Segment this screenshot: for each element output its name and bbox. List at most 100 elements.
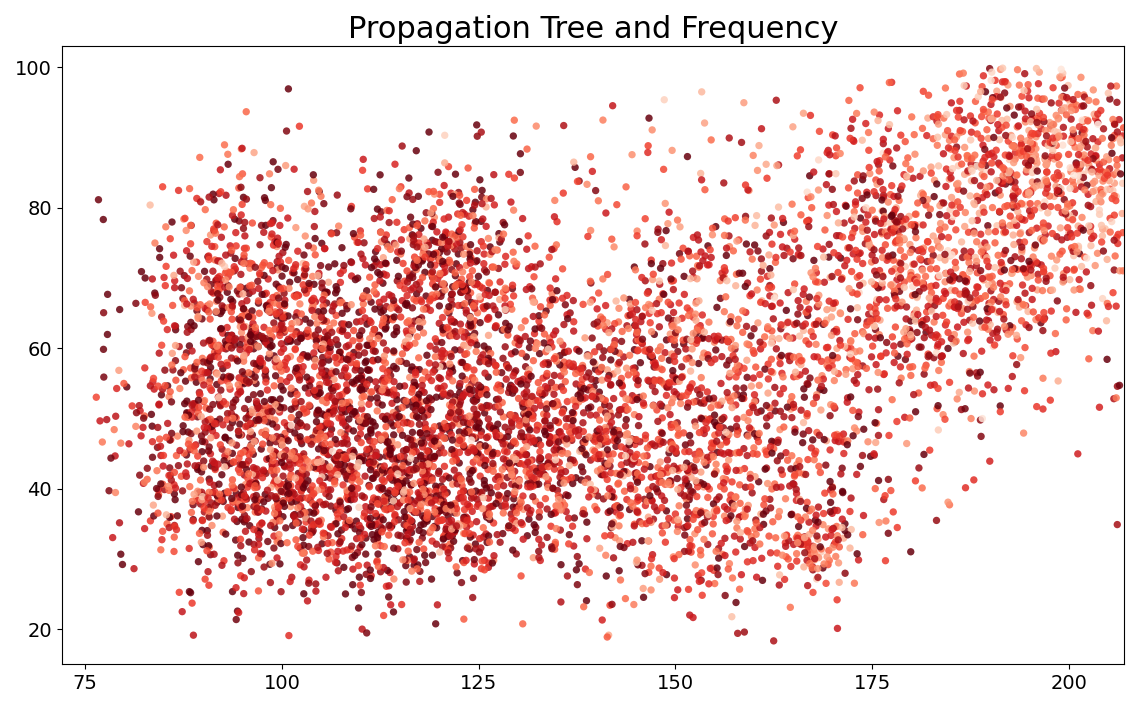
Point xyxy=(361,435,379,446)
Point xyxy=(502,421,521,433)
Point xyxy=(352,587,370,598)
Point xyxy=(249,358,268,370)
Point xyxy=(277,324,295,336)
Point xyxy=(984,132,1002,143)
Point xyxy=(621,294,639,305)
Point xyxy=(411,459,429,471)
Point xyxy=(688,396,706,407)
Point xyxy=(398,525,416,537)
Point xyxy=(1092,219,1111,231)
Point xyxy=(777,541,795,552)
Point xyxy=(558,448,576,459)
Point xyxy=(246,435,264,447)
Point xyxy=(367,450,385,462)
Point xyxy=(601,467,620,479)
Point xyxy=(644,549,662,560)
Point xyxy=(256,365,274,377)
Point xyxy=(1113,152,1131,164)
Point xyxy=(714,477,732,489)
Point xyxy=(995,76,1014,88)
Point xyxy=(481,241,499,253)
Point xyxy=(1024,139,1042,150)
Point xyxy=(787,495,805,506)
Point xyxy=(954,114,973,125)
Point xyxy=(810,430,828,441)
Point xyxy=(484,423,502,434)
Point xyxy=(337,372,355,383)
Point xyxy=(804,331,822,342)
Point xyxy=(805,255,823,266)
Point xyxy=(681,382,699,394)
Point xyxy=(673,390,691,401)
Point xyxy=(215,488,233,499)
Point xyxy=(192,313,211,324)
Point xyxy=(416,493,434,505)
Point xyxy=(261,559,279,570)
Point xyxy=(913,188,932,199)
Point xyxy=(592,375,611,386)
Point xyxy=(1077,180,1096,191)
Point xyxy=(377,270,395,281)
Point xyxy=(470,547,489,558)
Point xyxy=(777,530,795,542)
Point xyxy=(360,365,378,376)
Point xyxy=(215,302,233,314)
Point xyxy=(112,438,130,449)
Point xyxy=(1050,185,1068,197)
Point xyxy=(421,341,440,352)
Point xyxy=(1063,232,1081,243)
Point xyxy=(434,474,452,485)
Point xyxy=(428,482,446,493)
Point xyxy=(431,253,449,265)
Point xyxy=(335,319,353,330)
Point xyxy=(779,350,797,362)
Point xyxy=(790,302,809,313)
Point xyxy=(506,115,524,126)
Point xyxy=(557,421,575,432)
Point xyxy=(314,531,333,542)
Point xyxy=(1058,264,1076,275)
Point xyxy=(883,227,901,239)
Point xyxy=(267,361,285,372)
Point xyxy=(560,426,579,438)
Point xyxy=(721,316,739,327)
Point xyxy=(231,501,249,513)
Point xyxy=(244,407,262,418)
Point xyxy=(310,185,328,196)
Point xyxy=(621,298,639,309)
Point xyxy=(874,252,892,263)
Point xyxy=(314,395,333,406)
Point xyxy=(232,375,251,386)
Point xyxy=(808,427,826,438)
Point xyxy=(178,298,196,309)
Point xyxy=(1068,448,1087,459)
Point xyxy=(736,503,754,515)
Point xyxy=(380,485,399,496)
Point xyxy=(695,348,713,359)
Point xyxy=(442,542,460,554)
Point xyxy=(1093,293,1112,304)
Point xyxy=(896,136,915,147)
Point xyxy=(246,372,264,383)
Point xyxy=(185,256,203,268)
Point xyxy=(461,487,480,498)
Point xyxy=(220,371,238,382)
Point xyxy=(192,430,211,442)
Point xyxy=(502,513,521,525)
Point xyxy=(761,290,779,302)
Point xyxy=(1081,163,1099,174)
Point xyxy=(450,493,468,504)
Point xyxy=(703,528,721,539)
Point xyxy=(525,435,543,447)
Point xyxy=(281,336,300,347)
Point xyxy=(642,254,661,266)
Point xyxy=(857,118,875,129)
Point xyxy=(347,236,366,248)
Point xyxy=(235,304,253,315)
Point xyxy=(409,412,427,423)
Point xyxy=(960,295,978,306)
Point xyxy=(416,474,434,485)
Point xyxy=(1019,159,1038,171)
Point xyxy=(888,274,907,285)
Point xyxy=(382,302,400,314)
